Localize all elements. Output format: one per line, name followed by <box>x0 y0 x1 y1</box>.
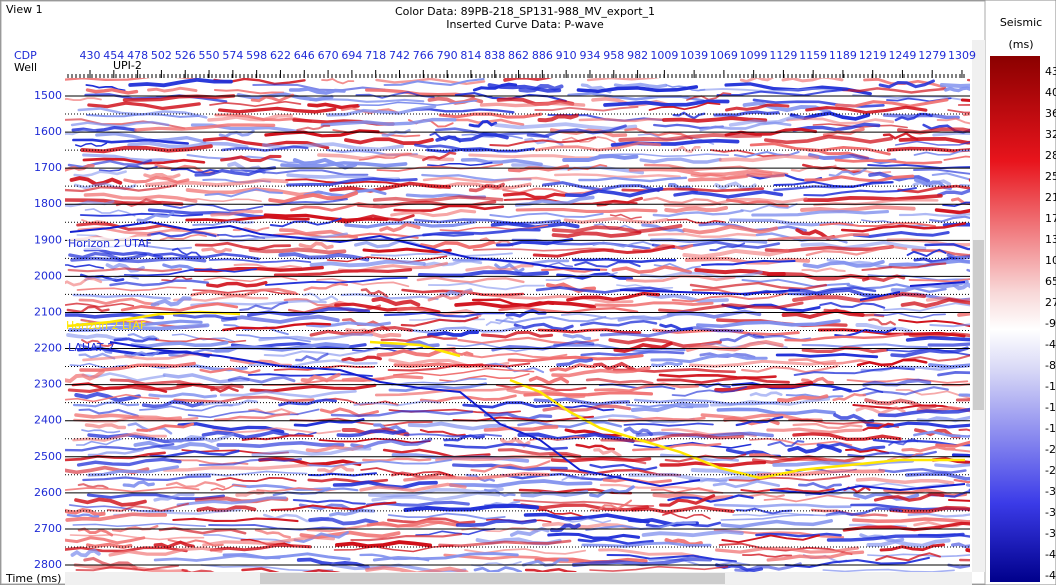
colorbar <box>990 56 1040 582</box>
cdp-tick-label: 766 <box>413 49 434 62</box>
colorbar-label: -466 <box>1045 338 1056 351</box>
cdp-tick-label: 838 <box>484 49 505 62</box>
colorbar-label: -3073 <box>1045 485 1056 498</box>
scroll-thumb[interactable] <box>973 240 984 410</box>
cdp-tick-label: 790 <box>437 49 458 62</box>
color-data-title: Color Data: 89PB-218_SP131-988_MV_export… <box>395 5 655 18</box>
cdp-tick-label: 1069 <box>710 49 738 62</box>
well-label: Well <box>14 61 37 74</box>
time-tick-label: 2200 <box>34 342 62 355</box>
colorbar-label: -1583 <box>1045 401 1056 414</box>
time-tick-label: 1800 <box>34 197 62 210</box>
cdp-tick-label: 526 <box>175 49 196 62</box>
colorbar-unit: (ms) <box>1008 38 1033 51</box>
time-tick-label: 2800 <box>34 558 62 571</box>
colorbar-label: -3818 <box>1045 527 1056 540</box>
seismic-trace <box>309 104 358 107</box>
seismic-trace <box>482 103 584 105</box>
cdp-tick-label: 1039 <box>680 49 708 62</box>
colorbar-label: 4004 <box>1045 86 1056 99</box>
curve-data-title: Inserted Curve Data: P-wave <box>446 18 604 31</box>
cdp-tick-label: 958 <box>603 49 624 62</box>
colorbar-label: 2514 <box>1045 170 1056 183</box>
cdp-tick-label: 718 <box>365 49 386 62</box>
time-tick-label: 2300 <box>34 378 62 391</box>
cdp-tick-label: 502 <box>151 49 172 62</box>
colorbar-label: 2142 <box>1045 191 1056 204</box>
time-tick-label: 1500 <box>34 89 62 102</box>
time-tick-label: 2600 <box>34 486 62 499</box>
time-tick-label: 2700 <box>34 522 62 535</box>
cdp-tick-label: 934 <box>579 49 600 62</box>
time-tick-label: 1900 <box>34 233 62 246</box>
colorbar-label: -838 <box>1045 359 1056 372</box>
cdp-tick-label: 1159 <box>799 49 827 62</box>
cdp-tick-label: 862 <box>508 49 529 62</box>
cdp-tick-label: 1249 <box>888 49 916 62</box>
cdp-tick-label: 886 <box>532 49 553 62</box>
colorbar-label: -2328 <box>1045 443 1056 456</box>
time-tick-label: 1700 <box>34 161 62 174</box>
time-tick-label: 1600 <box>34 125 62 138</box>
cdp-tick-label: 454 <box>103 49 124 62</box>
cdp-tick-label: 646 <box>294 49 315 62</box>
scroll-thumb[interactable] <box>260 573 725 584</box>
colorbar-label: -3445 <box>1045 506 1056 519</box>
colorbar-label: -2700 <box>1045 464 1056 477</box>
colorbar-label: 3259 <box>1045 128 1056 141</box>
colorbar-label: 4376 <box>1045 65 1056 78</box>
cdp-tick-label: 1309 <box>948 49 976 62</box>
cdp-tick-label: 670 <box>318 49 339 62</box>
cdp-tick-label: 430 <box>80 49 101 62</box>
cdp-tick-label: 1129 <box>769 49 797 62</box>
colorbar-label: -93 <box>1045 317 1056 330</box>
time-tick-label: 2000 <box>34 269 62 282</box>
colorbar-label: 1024 <box>1045 254 1056 267</box>
colorbar-label: 652 <box>1045 275 1056 288</box>
colorbar-label: -4190 <box>1045 548 1056 561</box>
seismic-view: View 1 Color Data: 89PB-218_SP131-988_MV… <box>0 0 1056 585</box>
colorbar-label: -4562 <box>1045 569 1056 582</box>
time-axis-label: Time (ms) <box>5 572 61 585</box>
cdp-tick-label: 910 <box>556 49 577 62</box>
time-tick-label: 2400 <box>34 414 62 427</box>
colorbar-label: 279 <box>1045 296 1056 309</box>
cdp-tick-label: 1219 <box>859 49 887 62</box>
cdp-tick-label: 550 <box>199 49 220 62</box>
view-title: View 1 <box>6 3 43 16</box>
horizon-label: Horizon 2 UTAF <box>68 237 152 250</box>
seismic-trace <box>149 88 197 91</box>
cdp-tick-label: 1099 <box>740 49 768 62</box>
time-tick-label: 2500 <box>34 450 62 463</box>
colorbar-title: Seismic <box>1000 16 1042 29</box>
cdp-tick-label: 622 <box>270 49 291 62</box>
cdp-tick-label: 1009 <box>650 49 678 62</box>
cdp-tick-label: 694 <box>341 49 362 62</box>
cdp-tick-label: 1279 <box>918 49 946 62</box>
colorbar-label: 3631 <box>1045 107 1056 120</box>
seismic-trace <box>768 429 861 432</box>
horizon-label: Horizon 2 LTAF <box>66 319 146 332</box>
cdp-tick-label: 982 <box>627 49 648 62</box>
horizon-label: LAHAT 2 <box>68 341 114 354</box>
cdp-tick-label: 574 <box>222 49 243 62</box>
colorbar-label: 1397 <box>1045 233 1056 246</box>
colorbar-label: -1955 <box>1045 422 1056 435</box>
cdp-tick-label: 1189 <box>829 49 857 62</box>
time-tick-label: 2100 <box>34 305 62 318</box>
colorbar-label: 1769 <box>1045 212 1056 225</box>
colorbar-label: 2886 <box>1045 149 1056 162</box>
seismic-trace <box>517 210 656 212</box>
colorbar-label: -1210 <box>1045 380 1056 393</box>
cdp-tick-label: 742 <box>389 49 410 62</box>
cdp-tick-label: 814 <box>460 49 481 62</box>
cdp-tick-label: 478 <box>127 49 148 62</box>
cdp-tick-label: 598 <box>246 49 267 62</box>
